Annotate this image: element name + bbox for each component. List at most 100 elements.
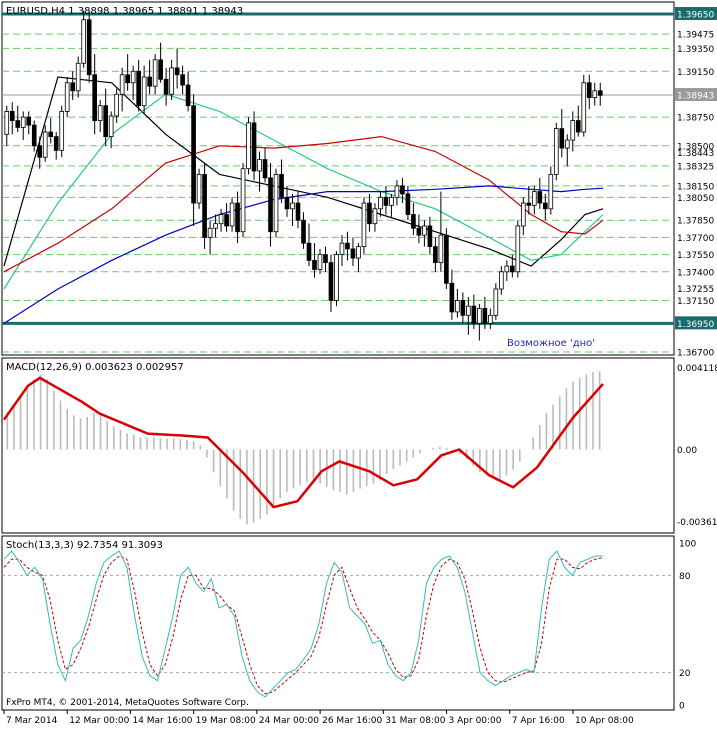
price-axis-label: 1.36700 bbox=[677, 349, 714, 359]
candle-body bbox=[31, 124, 37, 147]
stoch-axis-label: 80 bbox=[679, 572, 691, 582]
candle-body bbox=[262, 159, 268, 179]
candle-body bbox=[515, 225, 521, 273]
time-axis-label: 7 Apr 16:00 bbox=[512, 716, 565, 726]
candle-body bbox=[119, 74, 125, 95]
candle-body bbox=[504, 265, 510, 273]
candle-body bbox=[70, 82, 76, 92]
candle-body bbox=[279, 174, 284, 198]
candle-body bbox=[466, 305, 471, 316]
candle-body bbox=[499, 271, 504, 290]
candle-body bbox=[141, 76, 147, 107]
price-axis-label: 1.37255 bbox=[677, 285, 714, 295]
stoch-panel: Stoch(13,3,3) 92.7354 91.3093 FxPro MT4,… bbox=[1, 535, 675, 711]
candle-body bbox=[542, 202, 548, 210]
candle-body bbox=[520, 202, 526, 227]
candle-body bbox=[92, 74, 97, 121]
candle-body bbox=[372, 208, 378, 225]
candle-body bbox=[4, 111, 10, 135]
candle-body bbox=[537, 191, 543, 204]
candle-body bbox=[59, 111, 65, 151]
stoch-axis-label: 0 bbox=[679, 702, 685, 712]
candle-body bbox=[597, 90, 603, 96]
price-axis-label: 1.39350 bbox=[677, 45, 714, 55]
candle-body bbox=[444, 234, 449, 284]
candle-body bbox=[240, 168, 246, 233]
price-axis-label: 1.37850 bbox=[677, 217, 714, 227]
candle-body bbox=[422, 225, 427, 236]
time-axis-label: 12 Mar 00:00 bbox=[69, 716, 129, 726]
candle-body bbox=[158, 59, 163, 80]
candle-body bbox=[174, 67, 180, 76]
candle-body bbox=[180, 74, 185, 86]
candle-body bbox=[575, 120, 581, 133]
candle-body bbox=[416, 227, 422, 236]
candle-body bbox=[405, 193, 411, 215]
candle-body bbox=[477, 308, 482, 324]
candle-body bbox=[323, 254, 328, 264]
moving-average-line bbox=[3, 185, 604, 324]
price-axis-label: 1.38150 bbox=[677, 182, 714, 192]
candle-body bbox=[196, 174, 202, 204]
time-axis-label: 7 Mar 2014 bbox=[6, 716, 58, 726]
candle-body bbox=[328, 262, 334, 301]
price-axis-label: 1.39150 bbox=[677, 68, 714, 78]
candle-body bbox=[53, 136, 59, 151]
candle-body bbox=[295, 202, 301, 221]
macd-header: MACD(12,26,9) 0.003623 0.002957 bbox=[6, 362, 184, 373]
stoch-axis: 100 80 20 0 bbox=[679, 540, 696, 712]
price-axis-label: 1.37150 bbox=[677, 297, 714, 307]
macd-axis-label: 0.00 bbox=[677, 446, 697, 456]
candle-body bbox=[185, 84, 191, 107]
candle-body bbox=[207, 227, 213, 238]
candle-body bbox=[169, 67, 174, 95]
price-axis-label: 1.39475 bbox=[677, 31, 714, 41]
candle-body bbox=[301, 219, 306, 244]
candle-body bbox=[356, 246, 361, 259]
candle-body bbox=[64, 82, 70, 112]
price-axis-label: 1.39650 bbox=[677, 11, 714, 21]
price-panel-frame bbox=[1, 1, 675, 356]
macd-axis-label: -0.003619 bbox=[677, 518, 717, 528]
stoch-levels bbox=[2, 574, 674, 674]
candle-body bbox=[339, 242, 345, 256]
candle-body bbox=[273, 174, 279, 233]
price-panel: EURUSD,H4 1.38898 1.38965 1.38891 1.3894… bbox=[1, 1, 675, 356]
time-axis-label: 24 Mar 00:00 bbox=[259, 716, 319, 726]
candle-body bbox=[449, 282, 455, 313]
candle-body bbox=[213, 223, 218, 229]
candle-body bbox=[559, 128, 565, 149]
time-axis-label: 14 Mar 16:00 bbox=[132, 716, 192, 726]
candle-body bbox=[394, 185, 400, 198]
price-tag bbox=[675, 88, 717, 102]
candle-body bbox=[130, 70, 136, 84]
stoch-d-line bbox=[3, 555, 604, 695]
stoch-axis-label: 20 bbox=[679, 669, 691, 679]
candle-body bbox=[97, 105, 103, 121]
candle-body bbox=[114, 93, 119, 117]
price-axis-label: 1.38050 bbox=[677, 194, 714, 204]
macd-axis-label: 0.004118 bbox=[677, 364, 717, 374]
price-axis-label: 1.37700 bbox=[677, 234, 714, 244]
moving-average-line bbox=[3, 93, 604, 290]
price-tag bbox=[675, 7, 717, 21]
candle-body bbox=[108, 115, 114, 138]
stoch-header: Stoch(13,3,3) 92.7354 91.3093 bbox=[6, 540, 163, 551]
time-axis: 7 Mar 2014 12 Mar 00:00 14 Mar 16:00 19 Mar… bbox=[3, 710, 634, 726]
price-axis: 1.396501.394751.393501.391501.389401.389… bbox=[675, 7, 717, 359]
candle-body bbox=[9, 111, 15, 121]
candle-body bbox=[570, 120, 576, 141]
candle-body bbox=[510, 265, 515, 273]
candle-body bbox=[268, 177, 273, 233]
candle-body bbox=[202, 174, 207, 238]
price-axis-label: 1.38325 bbox=[677, 162, 714, 172]
candle-body bbox=[312, 259, 317, 270]
candle-body bbox=[152, 59, 158, 87]
candle-body bbox=[125, 74, 130, 84]
time-axis-label: 26 Mar 16:00 bbox=[322, 716, 382, 726]
candle-body bbox=[229, 202, 235, 227]
candle-body bbox=[48, 131, 54, 138]
candle-body bbox=[526, 202, 532, 206]
stoch-k-line bbox=[3, 550, 603, 698]
